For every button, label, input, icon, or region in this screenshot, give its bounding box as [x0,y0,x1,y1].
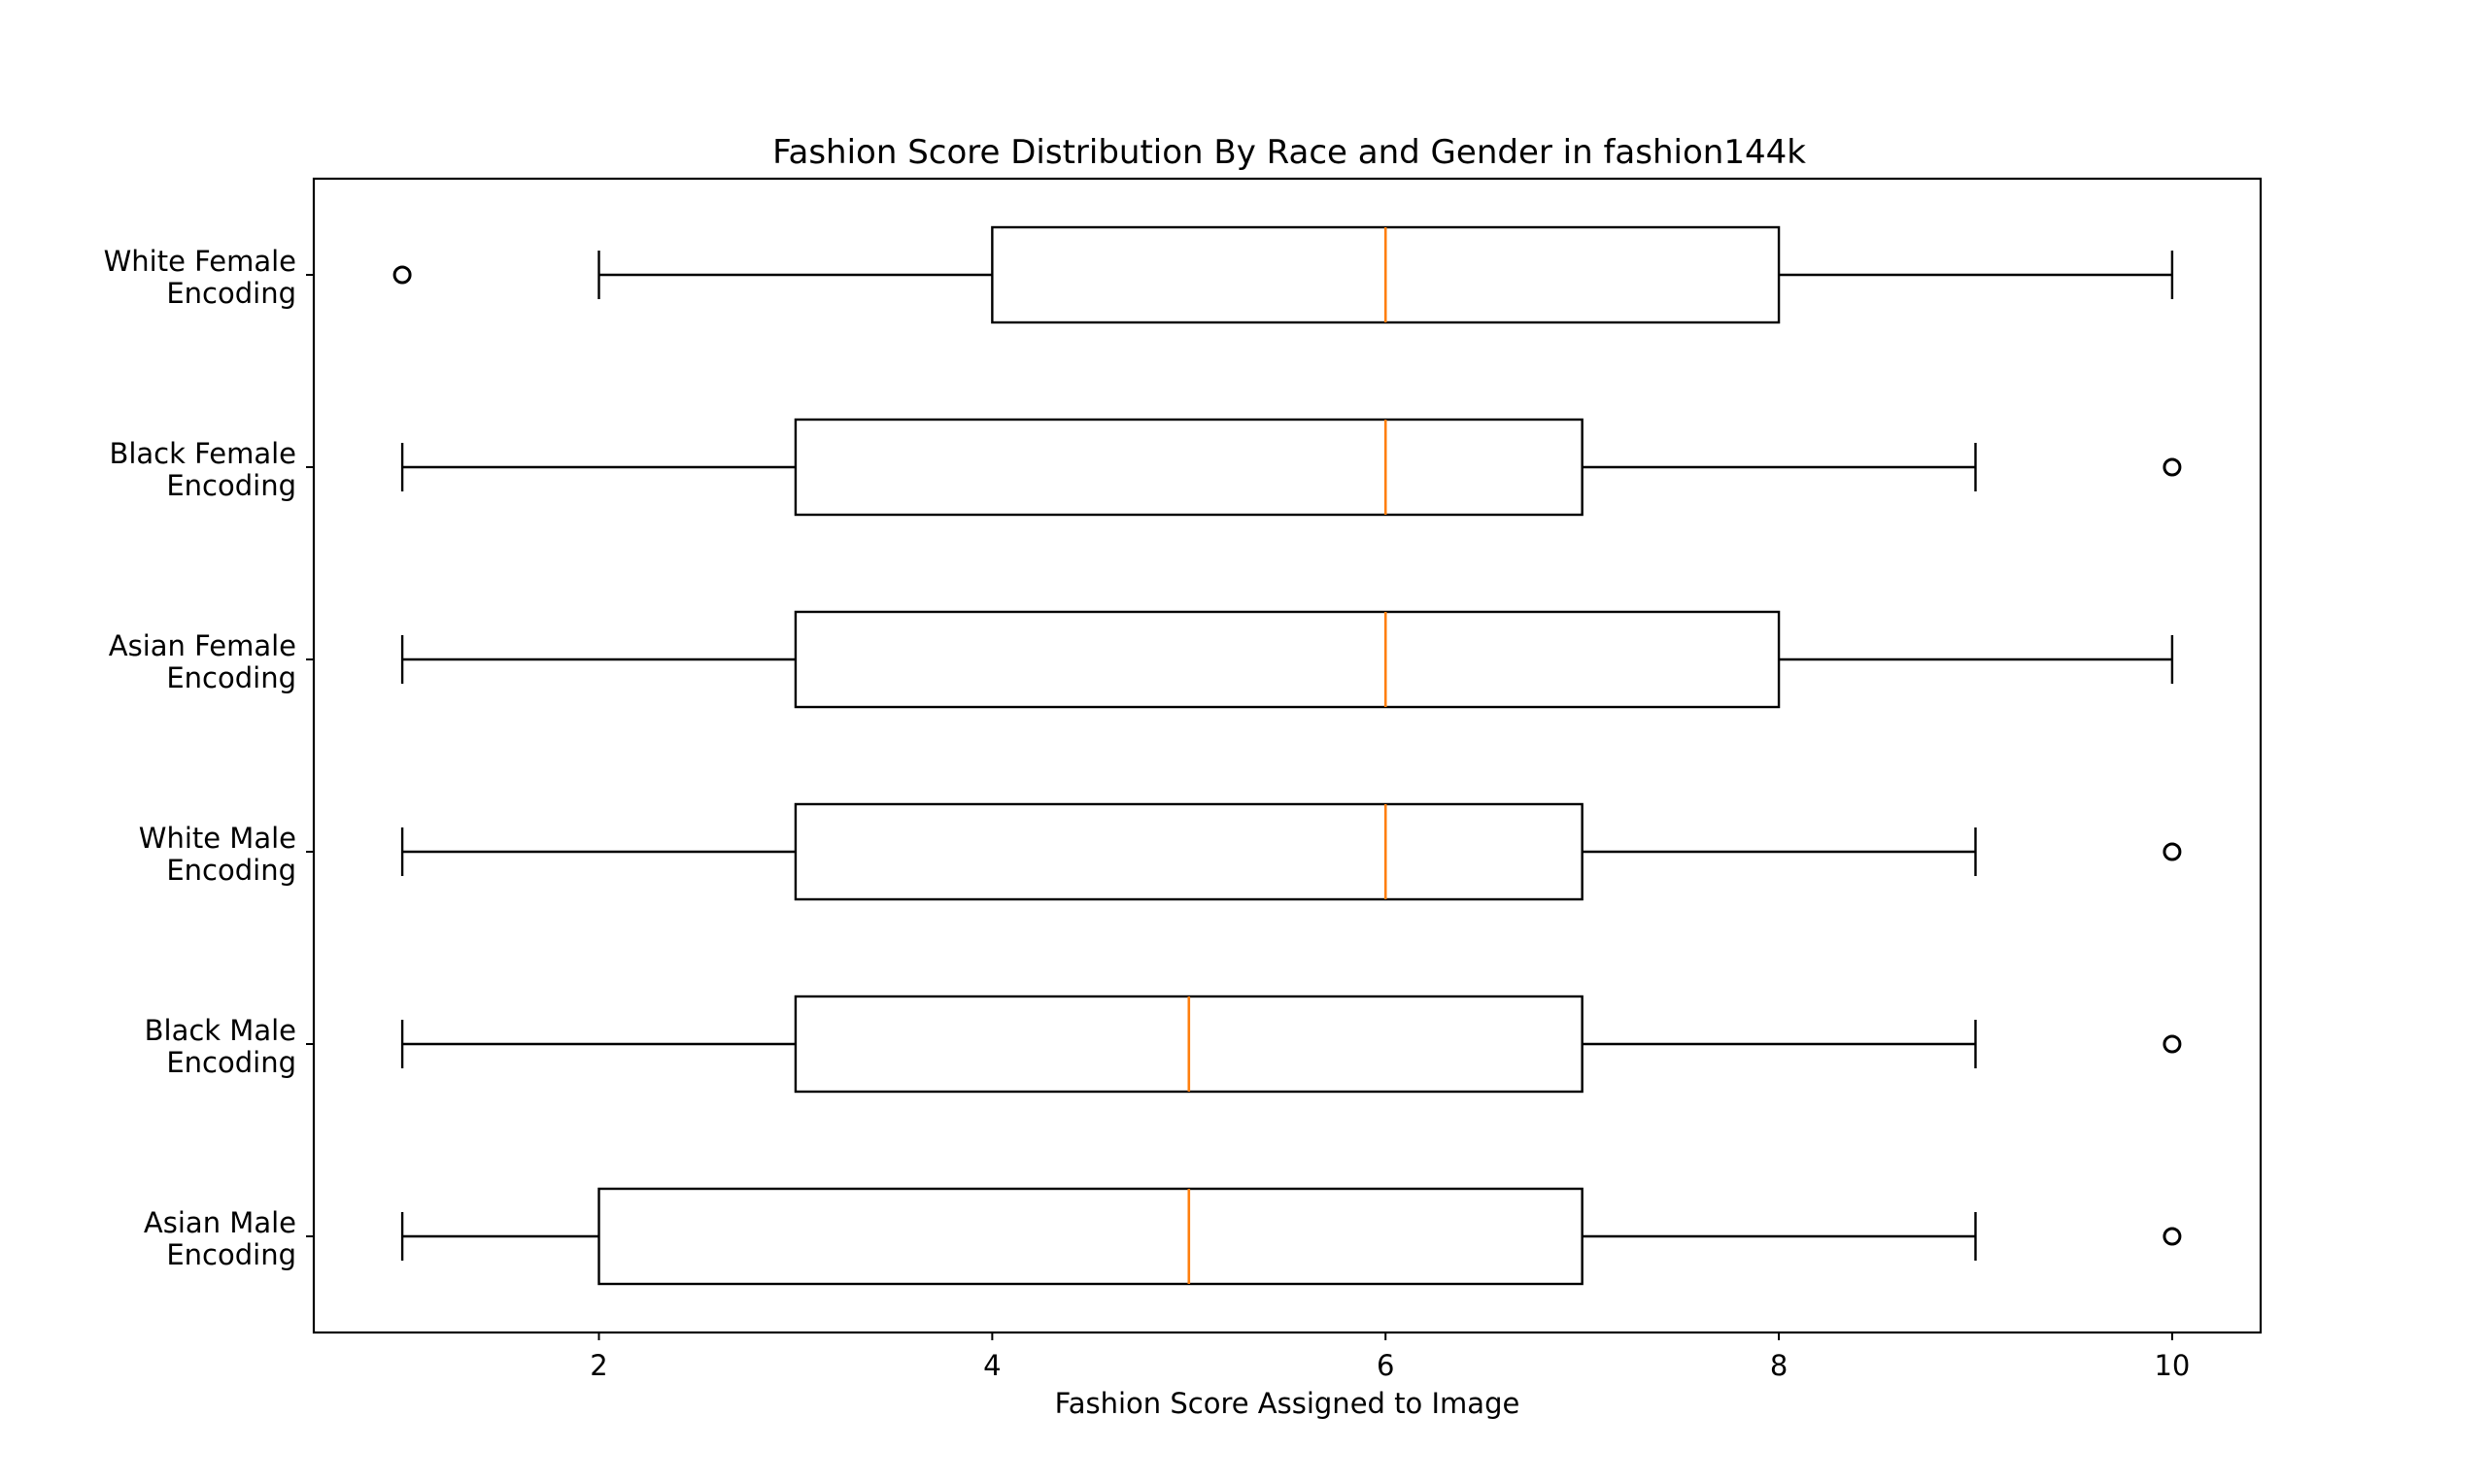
box-1 [400,418,2182,517]
flier-point [2163,1034,2182,1054]
category-label: White Male Encoding [139,822,296,887]
chart-title: Fashion Score Distribution By Race and G… [772,133,1806,172]
category-label: Asian Female Encoding [109,629,296,694]
box-0 [392,225,2174,324]
flier-point [2163,842,2182,861]
category-label: Black Female Encoding [109,437,296,502]
flier-point [2163,457,2182,477]
category-label: Asian Male Encoding [144,1206,296,1271]
flier-point [2163,1227,2182,1246]
x-axis-label: Fashion Score Assigned to Image [1055,1387,1520,1420]
x-tick-label: 10 [2154,1349,2190,1382]
x-tick-label: 8 [1770,1349,1788,1382]
category-label: Black Male Encoding [145,1014,296,1079]
iqr-box [794,802,1584,901]
plot-frame [312,177,2263,1334]
iqr-box [794,418,1584,517]
box-5 [400,1187,2182,1286]
iqr-box [794,610,1781,709]
x-tick-label: 2 [590,1349,607,1382]
box-4 [400,995,2182,1094]
flier-point [392,265,412,285]
box-2 [400,610,2174,709]
boxes-layer [392,225,2182,1286]
y-axis: White Female Encoding Black Female Encoding… [104,245,314,1271]
x-tick-label: 4 [983,1349,1001,1382]
iqr-box [597,1187,1584,1286]
category-label: White Female Encoding [104,245,296,310]
x-axis: 2 4 6 8 10 [590,1332,2190,1382]
box-3 [400,802,2182,901]
x-tick-label: 6 [1377,1349,1394,1382]
